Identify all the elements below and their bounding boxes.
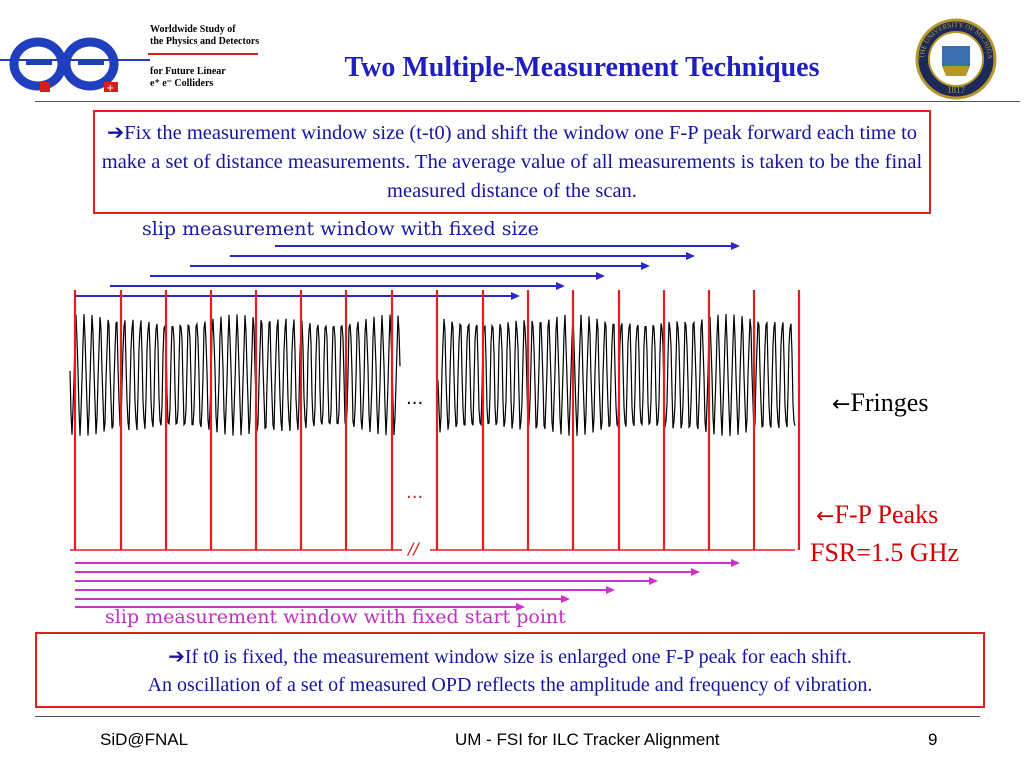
footer-rule [35,716,980,717]
magenta-arrowhead [731,559,740,567]
fringe-trace [437,313,796,436]
page-number: 9 [928,730,938,749]
magenta-arrowhead [561,595,570,603]
fixed-start-description-box: ➔If t0 is fixed, the measurement window … [35,632,985,708]
right-arrow-icon: ➔ [168,644,185,668]
blue-arrowhead [556,282,565,290]
right-arrow-icon: ➔ [106,120,125,144]
footer: SiD@FNAL UM - FSI for ILC Tracker Alignm… [0,730,1024,754]
blue-arrowhead [596,272,605,280]
fixed-start-line2: An oscillation of a set of measured OPD … [147,674,873,696]
fixed-size-description: Fix the measurement window size (t-t0) a… [101,122,923,202]
break-mark: // [406,539,420,558]
fsr-note: FSR=1.5 GHz [810,538,960,567]
seal-year: 1817 [947,85,966,95]
footer-center: UM - FSI for ILC Tracker Alignment [455,730,720,749]
fixed-start-line1: If t0 is fixed, the measurement window s… [184,646,852,668]
magenta-arrowhead [606,586,615,594]
svg-text:+: + [106,83,114,92]
ilc-logo: + [0,22,150,94]
blue-arrowhead [686,252,695,260]
fringe-figure: slip measurement window with fixed size … [69,218,801,628]
logo-text-bottom: for Future Linear e⁺ e⁻ Colliders [150,66,226,89]
peaks-note: ←F-P Peaks [816,500,939,529]
magenta-arrowhead [649,577,658,585]
top-figure-label: slip measurement window with fixed size [142,218,539,240]
logo-text-top: Worldwide Study of the Physics and Detec… [150,24,260,47]
bottom-figure-label: slip measurement window with fixed start… [105,606,566,628]
magenta-arrowhead [516,603,525,611]
magenta-arrowhead [691,568,700,576]
fringe-waveform [69,313,796,436]
blue-arrowhead [511,292,520,300]
fixed-size-window-arrows [75,242,740,300]
fringes-note: ←Fringes [832,388,929,417]
fixed-size-description-box: ➔Fix the measurement window size (t-t0) … [93,110,931,214]
left-arrow-icon: ← [832,392,851,417]
logo-red-rule [148,53,258,55]
blue-arrowhead [731,242,740,250]
footer-left: SiD@FNAL [100,730,189,749]
blue-arrowhead [641,262,650,270]
peak-ellipsis: ... [406,482,423,503]
fixed-start-window-arrows [75,559,740,611]
fringe-ellipsis: ... [406,388,423,409]
fringe-trace [69,314,401,436]
university-seal: THE UNIVERSITY OF MICHIGAN 1817 [909,12,1000,100]
slide-title: Two Multiple-Measurement Techniques [344,52,820,83]
fp-peaks [70,290,801,551]
header-rule [35,101,1020,102]
left-arrow-icon: ← [816,504,835,529]
